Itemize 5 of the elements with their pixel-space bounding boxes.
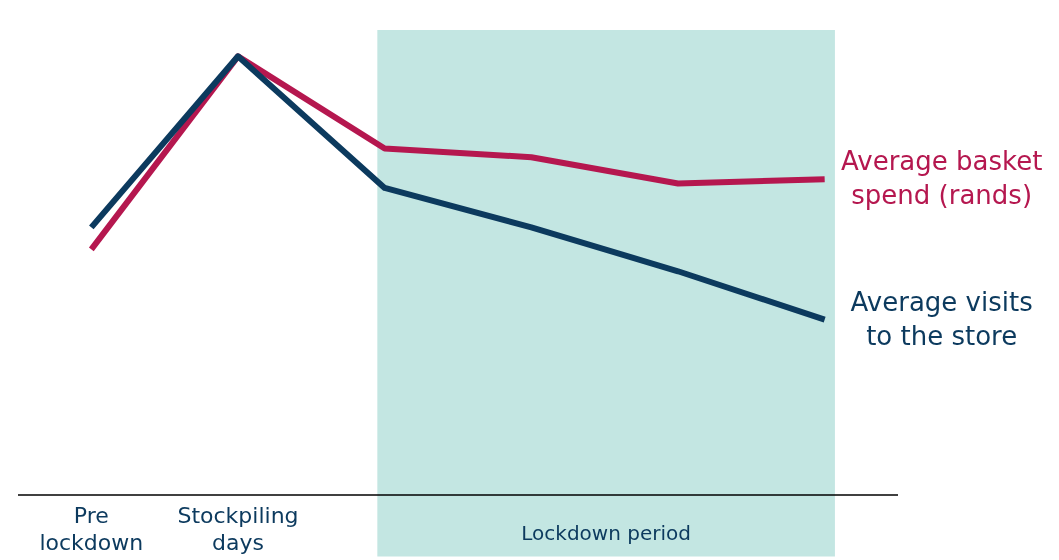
x-tick-label: Pre lockdown (39, 503, 144, 555)
series-label: Average basket spend (rands) (840, 146, 1043, 211)
x-tick-label: Stockpiling days (177, 503, 299, 555)
text: Lockdown period (521, 521, 691, 546)
series-label: Average visits to the store (850, 286, 1033, 351)
